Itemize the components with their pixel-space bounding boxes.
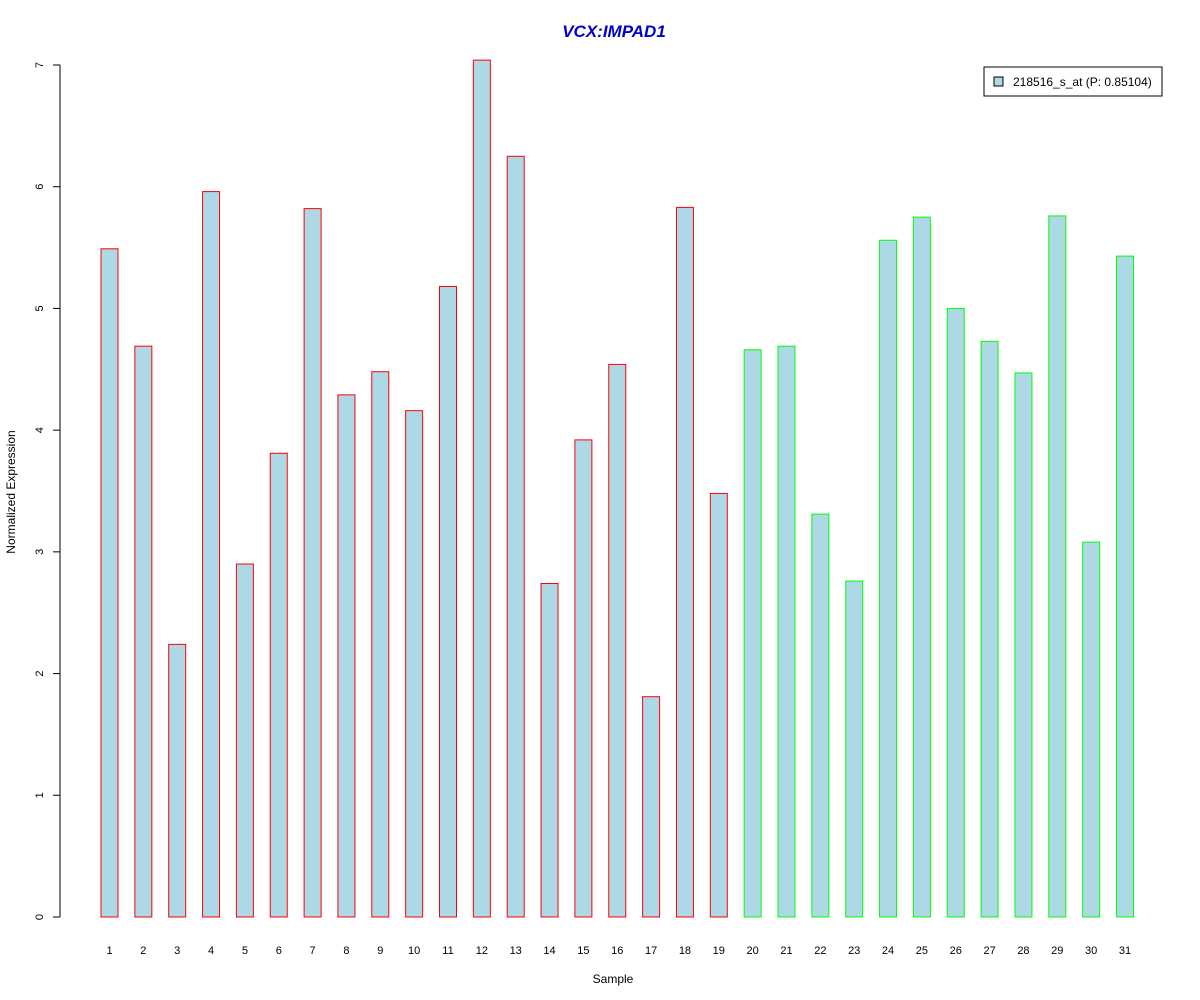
- bar-sample-24: [879, 239, 898, 918]
- bar-sample-29: [1048, 215, 1067, 918]
- x-tick-label: 7: [310, 945, 316, 957]
- bar-sample-7: [303, 208, 322, 918]
- x-tick-label: 18: [679, 945, 691, 957]
- bar-sample-18: [675, 206, 694, 918]
- bar-sample-14: [540, 583, 559, 918]
- bar-sample-21: [777, 345, 796, 918]
- x-tick-label: 14: [543, 945, 555, 957]
- bar-sample-13: [506, 155, 525, 918]
- y-tick-label: 1: [34, 792, 46, 798]
- bar-sample-31: [1116, 255, 1134, 918]
- bar-sample-15: [574, 439, 593, 918]
- x-tick-label: 29: [1051, 945, 1063, 957]
- x-tick-label: 21: [780, 945, 792, 957]
- x-tick-label: 17: [645, 945, 657, 957]
- y-axis-label: Normalized Expression: [4, 430, 18, 553]
- x-tick-label: 10: [408, 945, 420, 957]
- x-axis-label: Sample: [593, 972, 634, 986]
- x-tick-label: 4: [208, 945, 214, 957]
- bar-sample-16: [608, 363, 627, 918]
- bar-sample-17: [642, 696, 661, 918]
- x-tick-label: 23: [848, 945, 860, 957]
- x-tick-label: 9: [377, 945, 383, 957]
- x-tick-label: 26: [950, 945, 962, 957]
- x-tick-label: 13: [510, 945, 522, 957]
- x-tick-label: 28: [1017, 945, 1029, 957]
- x-tick-label: 24: [882, 945, 894, 957]
- bar-sample-3: [168, 643, 187, 918]
- legend-box: [983, 66, 1163, 97]
- x-tick-label: 8: [343, 945, 349, 957]
- bar-sample-9: [371, 371, 390, 918]
- legend-label: 218516_s_at (P: 0.85104): [1013, 75, 1152, 89]
- bar-sample-8: [337, 394, 356, 918]
- bar-sample-25: [912, 216, 931, 918]
- x-tick-label: 11: [442, 945, 453, 957]
- x-tick-label: 3: [174, 945, 180, 957]
- x-tick-label: 20: [747, 945, 759, 957]
- x-tick-label: 5: [242, 945, 248, 957]
- x-tick-label: 2: [140, 945, 146, 957]
- bar-sample-27: [980, 340, 999, 918]
- bar-sample-4: [202, 191, 221, 918]
- y-axis: 0 1 2 3 4 5 6 7: [34, 62, 61, 920]
- legend-swatch: [993, 76, 1004, 87]
- bar-sample-2: [134, 345, 153, 918]
- x-tick-label: 27: [983, 945, 995, 957]
- x-tick-label: 22: [814, 945, 826, 957]
- x-tick-label: 1: [106, 945, 112, 957]
- x-tick-label: 19: [713, 945, 725, 957]
- chart-title: VCX:IMPAD1: [562, 22, 666, 41]
- y-tick-label: 5: [34, 305, 46, 311]
- y-tick-label: 6: [34, 184, 46, 190]
- y-tick-label: 0: [34, 914, 46, 920]
- bar-sample-22: [811, 513, 830, 918]
- bar-sample-12: [472, 59, 491, 918]
- x-axis-tick-labels: 1 2 3 4 5 6 7 8 9 10 11 12 13 14 15 16 17 18 19 20 21 22 23 24 2…: [106, 945, 1131, 957]
- bar-sample-10: [405, 410, 424, 918]
- x-tick-label: 16: [611, 945, 623, 957]
- x-tick-label: 15: [577, 945, 589, 957]
- x-tick-label: 6: [276, 945, 282, 957]
- bar-sample-23: [845, 580, 864, 918]
- x-tick-label: 30: [1085, 945, 1097, 957]
- bar-sample-30: [1082, 541, 1101, 918]
- y-tick-label: 3: [34, 549, 46, 555]
- y-tick-label: 4: [34, 427, 46, 433]
- bar-sample-6: [269, 452, 288, 918]
- bar-sample-19: [709, 492, 728, 918]
- legend: 218516_s_at (P: 0.85104): [983, 66, 1163, 97]
- y-tick-label: 7: [34, 62, 46, 68]
- bar-sample-26: [946, 307, 965, 918]
- bar-sample-1: [100, 248, 119, 918]
- bar-sample-28: [1014, 372, 1033, 918]
- bar-sample-5: [235, 563, 254, 918]
- x-tick-label: 31: [1119, 945, 1131, 957]
- x-tick-label: 25: [916, 945, 928, 957]
- y-tick-label: 2: [34, 671, 46, 677]
- bar-sample-20: [743, 349, 762, 918]
- bar-sample-11: [439, 286, 457, 918]
- x-tick-label: 12: [476, 945, 488, 957]
- bars-group: [100, 59, 1134, 918]
